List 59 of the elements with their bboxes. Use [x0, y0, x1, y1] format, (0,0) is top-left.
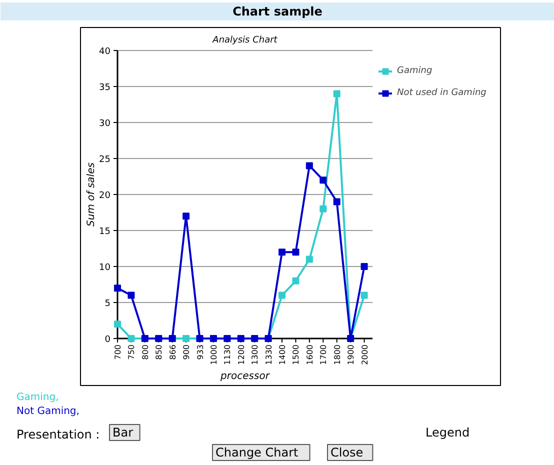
y-tick-label: 0 [104, 335, 111, 345]
text: Bar [112, 426, 134, 440]
x-axis-title: processor [220, 371, 270, 382]
text: Gaming, [16, 392, 59, 403]
x-tick-label: 1000 [209, 344, 218, 365]
x-tick-label: 900 [182, 344, 192, 360]
point [320, 176, 327, 184]
x-tick-label: 800 [140, 344, 150, 360]
x-tick-label: 1300 [250, 344, 260, 365]
x-tick-label: 866 [168, 344, 178, 360]
y-axis-title: Sum of sales [86, 162, 97, 226]
text: Presentation : [16, 428, 100, 442]
y-tick-label: 25 [99, 155, 110, 165]
x-tick-label: 850 [154, 344, 164, 360]
point [128, 335, 135, 342]
y-tick-label: 5 [104, 299, 111, 309]
text: Change Chart [216, 446, 299, 460]
x-tick-label: 1200 [236, 344, 246, 365]
x-tick-label: 933 [196, 344, 205, 360]
point [306, 256, 313, 263]
point [292, 248, 300, 256]
point [360, 292, 368, 299]
chart-subtitle: Analysis Chart [212, 36, 278, 46]
point [114, 284, 121, 292]
y-tick-label: 35 [99, 83, 110, 93]
x-tick-label: 1500 [292, 344, 301, 365]
x-tick-label: 1330 [264, 344, 274, 365]
point [360, 263, 368, 270]
point [333, 198, 340, 206]
point [292, 277, 300, 284]
point [333, 90, 340, 98]
x-tick-label: 1600 [305, 344, 314, 365]
x-tick-label: 1900 [346, 344, 356, 365]
y-tick-label: 30 [99, 119, 111, 129]
y-tick-label: 40 [99, 47, 111, 57]
text: Not Gaming, [16, 406, 80, 417]
x-tick-label: 1800 [332, 344, 342, 365]
y-tick-label: 15 [99, 227, 110, 237]
point [182, 212, 190, 220]
legend-label: Not used in Gaming [397, 88, 486, 98]
legend-label: Gaming [397, 66, 432, 76]
x-tick-label: 1400 [278, 344, 288, 365]
point [278, 248, 286, 256]
point [128, 292, 135, 299]
x-tick-label: 1130 [223, 344, 232, 365]
point [182, 335, 190, 342]
text: Legend [426, 426, 470, 440]
x-tick-label: 700 [114, 344, 122, 360]
y-tick-label: 20 [99, 191, 111, 201]
y-tick-label: 10 [99, 263, 111, 273]
point [306, 162, 313, 170]
point [320, 205, 327, 212]
point [278, 292, 286, 299]
point [114, 320, 121, 328]
x-tick-label: 1700 [319, 344, 328, 365]
text: Close [330, 446, 364, 460]
x-tick-label: 2000 [360, 344, 370, 365]
x-tick-label: 750 [127, 344, 136, 360]
chart-title: Chart sample [232, 4, 322, 18]
